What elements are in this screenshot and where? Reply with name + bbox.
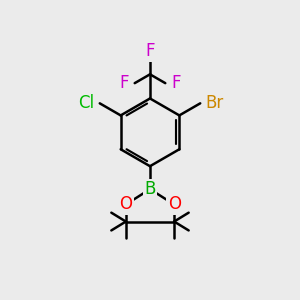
Text: O: O: [119, 196, 132, 214]
Text: Br: Br: [206, 94, 224, 112]
Text: F: F: [119, 74, 129, 92]
Text: O: O: [168, 196, 181, 214]
Text: B: B: [144, 180, 156, 198]
Text: Cl: Cl: [78, 94, 94, 112]
Text: F: F: [171, 74, 181, 92]
Text: F: F: [145, 42, 155, 60]
